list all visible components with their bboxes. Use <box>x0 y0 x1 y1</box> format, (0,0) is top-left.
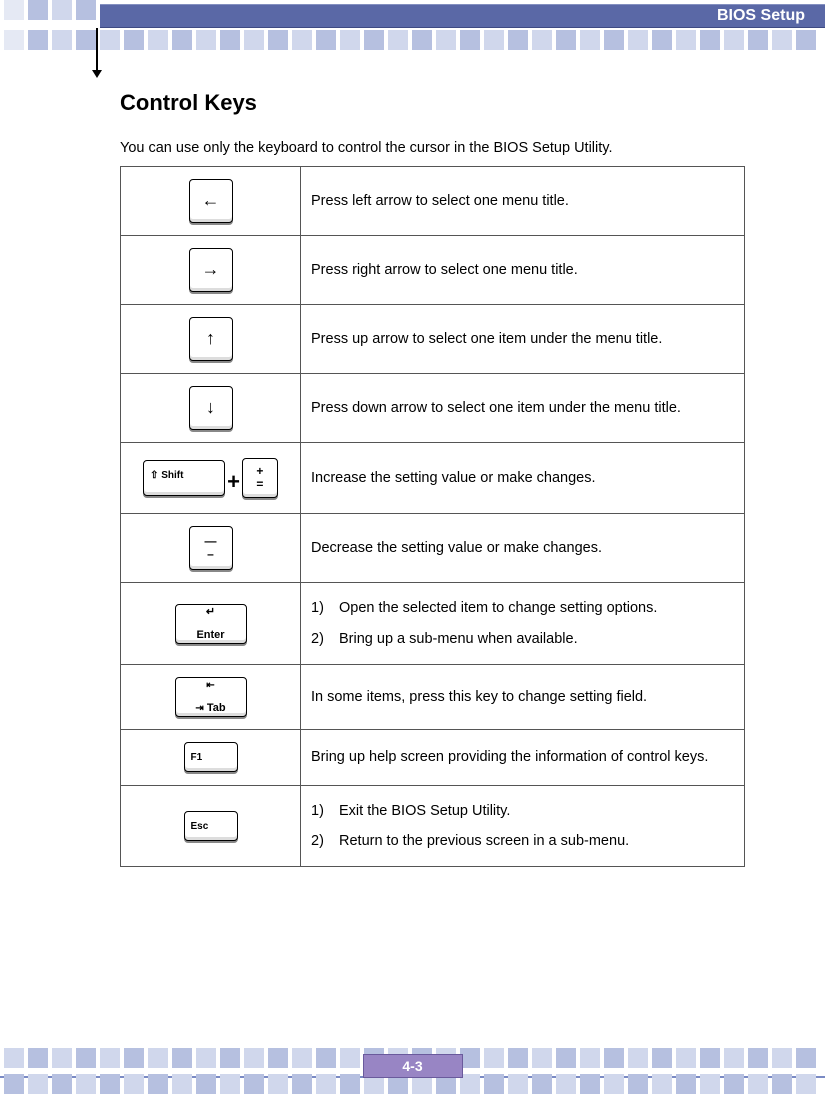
f1-key-icon: F1 <box>184 742 238 772</box>
desc-cell: Decrease the setting value or make chang… <box>301 514 745 583</box>
tab-key-icon: ⇤⇥ Tab <box>175 677 247 717</box>
esc-key-icon: Esc <box>184 811 238 841</box>
key-cell: —– <box>121 514 301 583</box>
arrow-key-icon: → <box>189 248 233 292</box>
table-row: ↑ Press up arrow to select one item under… <box>121 305 745 374</box>
key-cell: ↵ Enter <box>121 583 301 665</box>
minus-key-icon: —– <box>189 526 233 570</box>
table-row: ⇤⇥ Tab In some items, press this key to c… <box>121 665 745 730</box>
desc-cell: Exit the BIOS Setup Utility.Return to th… <box>301 785 745 867</box>
intro-text: You can use only the keyboard to control… <box>120 140 745 156</box>
table-row: ← Press left arrow to select one menu tit… <box>121 167 745 236</box>
desc-cell: Increase the setting value or make chang… <box>301 443 745 514</box>
decor-squares-top-2 <box>0 30 825 54</box>
table-row: ⇧ Shift++=Increase the setting value or … <box>121 443 745 514</box>
desc-cell: Bring up help screen providing the infor… <box>301 730 745 785</box>
desc-cell: Press left arrow to select one menu titl… <box>301 167 745 236</box>
table-row: Esc Exit the BIOS Setup Utility.Return to… <box>121 785 745 867</box>
key-cell: → <box>121 236 301 305</box>
key-cell: Esc <box>121 785 301 867</box>
control-keys-table: ← Press left arrow to select one menu tit… <box>120 166 745 867</box>
table-row: → Press right arrow to select one menu ti… <box>121 236 745 305</box>
desc-cell: Press right arrow to select one menu tit… <box>301 236 745 305</box>
key-cell: ↑ <box>121 305 301 374</box>
header-bar: BIOS Setup <box>100 4 825 28</box>
table-row: ↓ Press down arrow to select one item und… <box>121 374 745 443</box>
arrow-key-icon: ← <box>189 179 233 223</box>
page-number-box: 4-3 <box>363 1054 463 1078</box>
header-title: BIOS Setup <box>717 7 805 25</box>
enter-key-icon: ↵ Enter <box>175 604 247 644</box>
desc-cell: Press down arrow to select one item unde… <box>301 374 745 443</box>
key-cell: F1 <box>121 730 301 785</box>
arrow-down-icon <box>96 28 98 72</box>
plus-equals-key-icon: += <box>242 458 278 498</box>
arrow-key-icon: ↑ <box>189 317 233 361</box>
table-row: ↵ Enter Open the selected item to change … <box>121 583 745 665</box>
table-row: —– Decrease the setting value or make cha… <box>121 514 745 583</box>
desc-cell: In some items, press this key to change … <box>301 665 745 730</box>
arrow-key-icon: ↓ <box>189 386 233 430</box>
key-cell: ↓ <box>121 374 301 443</box>
key-cell: ⇧ Shift++= <box>121 443 301 514</box>
main-content: Control Keys You can use only the keyboa… <box>120 90 745 867</box>
page-number: 4-3 <box>402 1058 422 1074</box>
shift-key-icon: ⇧ Shift <box>143 460 225 496</box>
key-cell: ← <box>121 167 301 236</box>
key-cell: ⇤⇥ Tab <box>121 665 301 730</box>
desc-cell: Press up arrow to select one item under … <box>301 305 745 374</box>
table-row: F1 Bring up help screen providing the inf… <box>121 730 745 785</box>
plus-icon: + <box>227 459 240 505</box>
section-heading: Control Keys <box>120 90 745 116</box>
desc-cell: Open the selected item to change setting… <box>301 583 745 665</box>
